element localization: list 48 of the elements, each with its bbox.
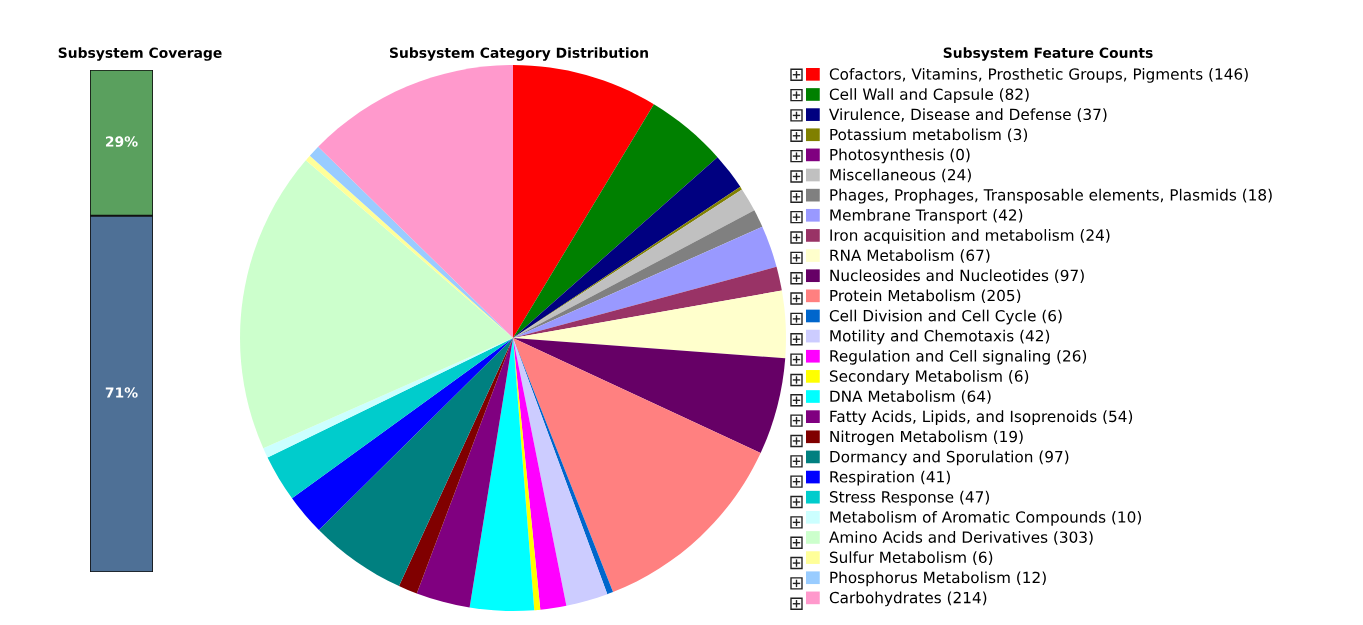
pie-slice [513,290,786,359]
legend-label: Dormancy and Sporulation (97) [830,450,1069,466]
legend-label: Cofactors, Vitamins, Prosthetic Groups, Pigments (146) [829,68,1248,83]
legend-label: Virulence, Disease and Defense (37) [829,108,1107,122]
legend-label: Membrane Transport (42) [830,208,1023,224]
legend-label: Phosphorus Metabolism (12) [830,571,1046,587]
legend-label: Phages, Prophages, Transposable elements, Plasmids (18) [830,188,1272,204]
legend-label: Cell Division and Cell Cycle (6) [829,309,1062,325]
legend-label: Respiration (41) [830,470,950,486]
legend-label: Secondary Metabolism (6) [829,370,1029,385]
legend-label: DNA Metabolism (64) [830,390,991,404]
legend-label: Iron acquisition and metabolism (24) [830,229,1110,244]
legend-label: Regulation and Cell signaling (26) [830,349,1087,365]
chart-title: Subsystem Coverage [58,47,222,61]
pie-slice [513,338,761,593]
pie-slice [513,157,741,338]
pie-slice [513,266,782,338]
legend-label: Stress Response (47) [829,490,989,506]
pie-slice [513,226,777,338]
pie-slice [399,338,513,594]
legend-title: Subsystem Feature Counts [943,47,1153,61]
pie-slice [318,65,513,338]
pie-slice [416,338,513,608]
legend-label: Protein Metabolism (205) [830,289,1021,304]
legend-label: Potassium metabolism (3) [830,128,1028,143]
legend-label: Cell Wall and Capsule (82) [829,88,1029,103]
chart-title: Subsystem Category Distribution [389,47,648,61]
legend-label: Nucleosides and Nucleotides (97) [830,269,1084,283]
legend-label: Motility and Chemotaxis (42) [830,329,1050,345]
pie-slice [513,65,654,338]
legend-label: Sulfur Metabolism (6) [829,551,993,565]
pie-slice [267,338,513,499]
legend-label: Carbohydrates (214) [829,591,987,607]
legend-label: Fatty Acids, Lipids, and Isoprenoids (54) [830,410,1133,426]
legend-label: Amino Acids and Derivatives (303) [829,531,1093,545]
pie-slice [513,338,567,610]
pie-slice [513,338,786,453]
pie-slice [240,160,513,449]
pie-slice [318,338,513,587]
pie-slice [469,338,535,611]
legend-label: RNA Metabolism (67) [830,249,990,263]
legend-label: Miscellaneous (24) [830,168,971,183]
data-label: 29% [105,136,138,147]
legend-label: Metabolism of Aromatic Compounds (10) [830,510,1142,526]
legend-label: Nitrogen Metabolism (19) [830,430,1023,446]
data-label: 71% [105,387,138,398]
pie-slice [513,104,718,338]
legend-label: Photosynthesis (0) [830,148,970,164]
